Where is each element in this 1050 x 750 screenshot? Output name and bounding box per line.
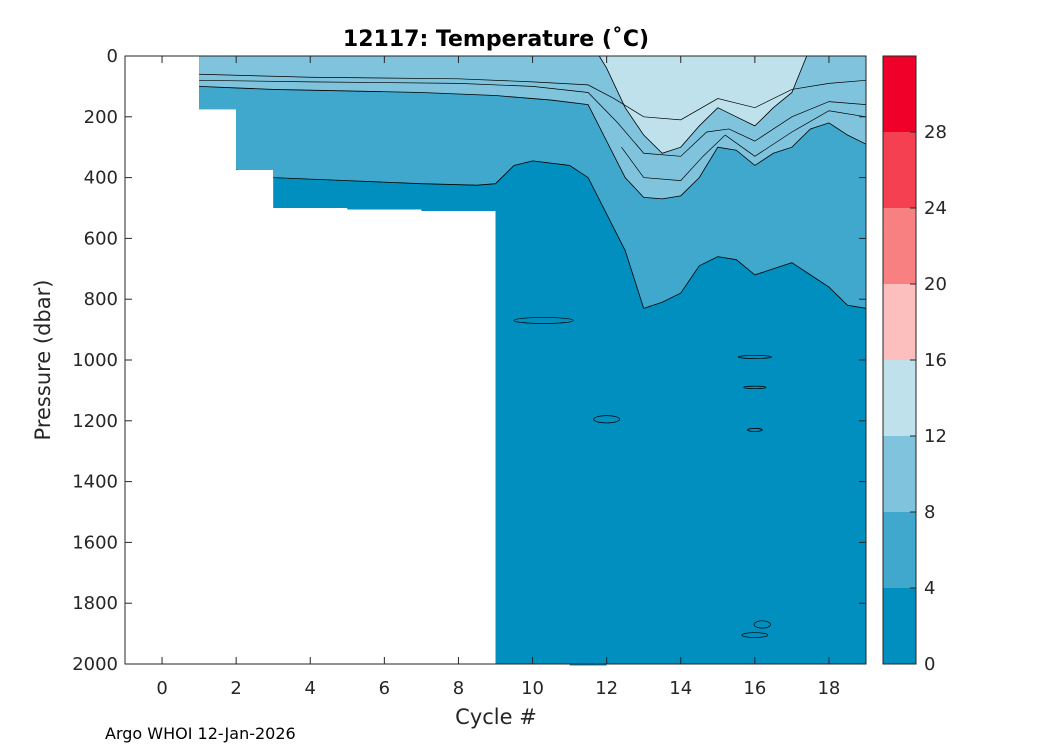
y-tick-label: 1800 [72,593,118,614]
colorbar-segment-24-28 [883,132,916,208]
x-tick-label: 14 [669,678,692,699]
colorbar-tick-label: 16 [924,350,947,371]
x-axis-label: Cycle # [455,705,537,729]
x-tick-label: 10 [521,678,544,699]
colorbar-tick-label: 8 [924,502,935,523]
contour-line-12C [598,56,808,154]
contour-blob-6 [741,632,769,638]
colorbar-segment-12-16 [883,360,916,436]
colorbar-tick-label: 12 [924,426,947,447]
x-tick-label: 0 [156,678,167,699]
colorbar-segment-0-4 [883,588,916,664]
x-tick-label: 4 [305,678,316,699]
plot-axes: 0 2 4 6 8 10 12 14 16 18 0 200 400 600 800 1000 1200 1400… [72,46,867,699]
colorbar-segment-20-24 [883,208,916,284]
y-tick-label: 1400 [72,472,118,493]
colorbar: 0 4 8 12 16 20 24 28 [882,55,947,675]
contour-line-extra-1 [199,73,867,121]
colorbar-segment-28-32 [883,56,916,132]
x-tick-label: 6 [379,678,390,699]
contour-blob-7 [513,317,574,324]
colorbar-segment-8-12 [883,436,916,512]
contour-blob-2 [737,355,772,359]
colorbar-tick-label: 20 [924,274,947,295]
x-tick-label: 12 [595,678,618,699]
contour-line-4C [199,108,867,309]
contour-line-extra-3 [621,110,867,182]
contour-blob-4 [747,428,763,432]
y-axis-label: Pressure (dbar) [31,280,55,441]
contour-blob-1 [593,415,620,424]
contour-line-8C [199,86,867,200]
contour-line-extra-2 [199,79,867,157]
colorbar-tick-label: 24 [924,198,947,219]
colorbar-segment-16-20 [883,284,916,360]
y-tick-label: 800 [84,289,118,310]
contour-blob-5 [753,620,771,629]
x-tick-label: 18 [817,678,840,699]
y-tick-label: 600 [84,228,118,249]
colorbar-tick-label: 0 [924,654,935,675]
contour-blob-3 [743,385,767,389]
y-tick-label: 1000 [72,350,118,371]
y-tick-label: 0 [107,46,118,67]
x-tick-label: 16 [743,678,766,699]
y-tick-label: 200 [84,107,118,128]
colorbar-tick-label: 4 [924,578,935,599]
y-tick-label: 400 [84,168,118,189]
y-tick-label: 2000 [72,654,118,675]
x-tick-label: 2 [230,678,241,699]
y-tick-label: 1200 [72,411,118,432]
y-tick-label: 1600 [72,532,118,553]
footer-credit: Argo WHOI 12-Jan-2026 [105,724,296,743]
contour-fills [199,56,867,666]
colorbar-segment-4-8 [883,512,916,588]
colorbar-tick-label: 28 [924,122,947,143]
x-tick-label: 8 [453,678,464,699]
contour-lines [199,56,867,638]
chart-title: 12117: Temperature (˚C) [343,27,649,52]
temp-band-12-16 [599,56,807,154]
